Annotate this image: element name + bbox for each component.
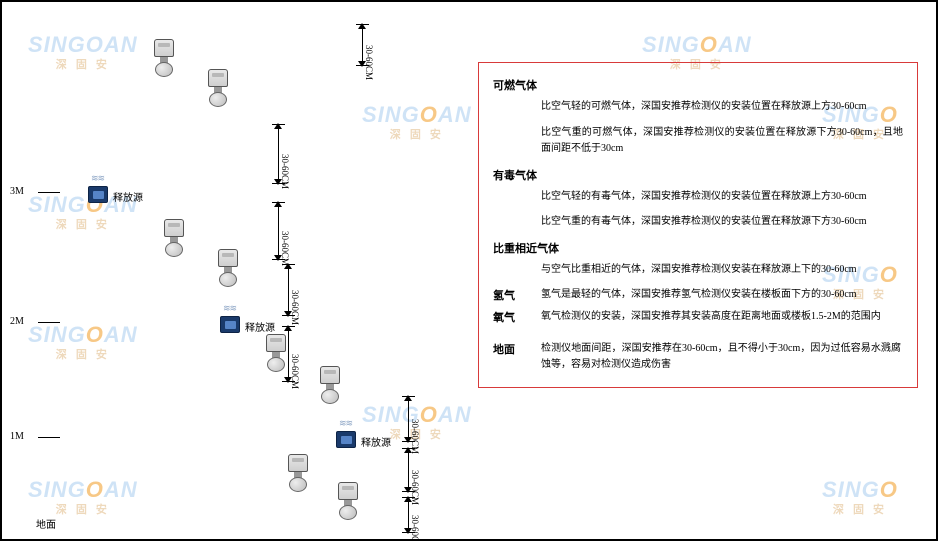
emission-source: ≋≋释放源 (88, 184, 158, 206)
y-axis-tick (38, 192, 60, 193)
panel-inline-text: 检测仪地面间距，深国安推荐在30-60cm，且不得小于30cm，因为过低容易水溅… (541, 341, 901, 374)
panel-paragraph: 比空气轻的可燃气体，深国安推荐检测仪的安装位置在释放源上方30-60cm (541, 99, 903, 116)
panel-paragraph: 与空气比重相近的气体，深国安推荐检测仪安装在释放源上下的30-60cm (541, 262, 903, 279)
y-axis-label: 2M (10, 316, 24, 327)
panel-inline-key: 地面 (493, 341, 541, 359)
gas-detector-icon (160, 219, 188, 257)
dimension-marker: 30-60CM (402, 396, 416, 442)
panel-inline-key: 氢气 (493, 287, 541, 305)
panel-paragraph: 比空气重的可燃气体，深国安推荐检测仪的安装位置在释放源下方30-60cm，且地面… (541, 125, 903, 158)
page: SINGOAN深 固 安 SINGOAN深 固 安 SINGOAN深 固 安 S… (0, 0, 938, 541)
source-label: 释放源 (361, 434, 391, 449)
gas-detector-icon (284, 454, 312, 492)
y-axis-tick (38, 322, 60, 323)
panel-inline-row: 氢气氢气是最轻的气体，深国安推荐氢气检测仪安装在楼板面下方的30-60cm (493, 287, 903, 305)
y-axis-tick (38, 437, 60, 438)
installation-diagram: 地面 3M2M1M≋≋释放源≋≋释放源≋≋释放源30-60CM30-60CM30… (4, 4, 474, 537)
dimension-marker: 30-60CM (402, 497, 416, 533)
panel-inline-row: 地面检测仪地面间距，深国安推荐在30-60cm，且不得小于30cm，因为过低容易… (493, 341, 903, 374)
panel-paragraph: 比空气重的有毒气体，深国安推荐检测仪的安装位置在释放源下方30-60cm (541, 214, 903, 231)
source-label: 释放源 (245, 319, 275, 334)
panel-inline-key: 氧气 (493, 309, 541, 327)
emission-source: ≋≋释放源 (220, 314, 290, 336)
dimension-marker: 30-60CM (272, 202, 286, 260)
watermark: SINGO深 固 安 (822, 477, 898, 517)
y-axis-label: 1M (10, 431, 24, 442)
dimension-marker: 30-60CM (282, 326, 296, 382)
gas-detector-icon (334, 482, 362, 520)
panel-section-title: 有毒气体 (493, 167, 903, 185)
panel-section-title: 可燃气体 (493, 77, 903, 95)
gas-detector-icon (204, 69, 232, 107)
y-axis-label: 3M (10, 186, 24, 197)
dimension-marker: 30-60CM (282, 264, 296, 316)
gas-detector-icon (214, 249, 242, 287)
ground-label: 地面 (36, 516, 56, 531)
dimension-marker: 30-60CM (272, 124, 286, 184)
panel-inline-text: 氧气检测仪的安装，深国安推荐其安装高度在距离地面或楼板1.5-2M的范围内 (541, 309, 901, 326)
source-label: 释放源 (113, 189, 143, 204)
emission-source: ≋≋释放源 (336, 429, 406, 451)
gas-detector-icon (316, 366, 344, 404)
panel-inline-text: 氢气是最轻的气体，深国安推荐氢气检测仪安装在楼板面下方的30-60cm (541, 287, 901, 304)
dimension-marker: 30-60CM (356, 24, 370, 66)
gas-detector-icon (150, 39, 178, 77)
panel-inline-row: 氧气氧气检测仪的安装，深国安推荐其安装高度在距离地面或楼板1.5-2M的范围内 (493, 309, 903, 327)
panel-paragraph: 比空气轻的有毒气体，深国安推荐检测仪的安装位置在释放源上方30-60cm (541, 189, 903, 206)
dimension-marker: 30-60CM (402, 448, 416, 492)
panel-section-title: 比重相近气体 (493, 240, 903, 258)
info-panel: 可燃气体比空气轻的可燃气体，深国安推荐检测仪的安装位置在释放源上方30-60cm… (478, 62, 918, 388)
